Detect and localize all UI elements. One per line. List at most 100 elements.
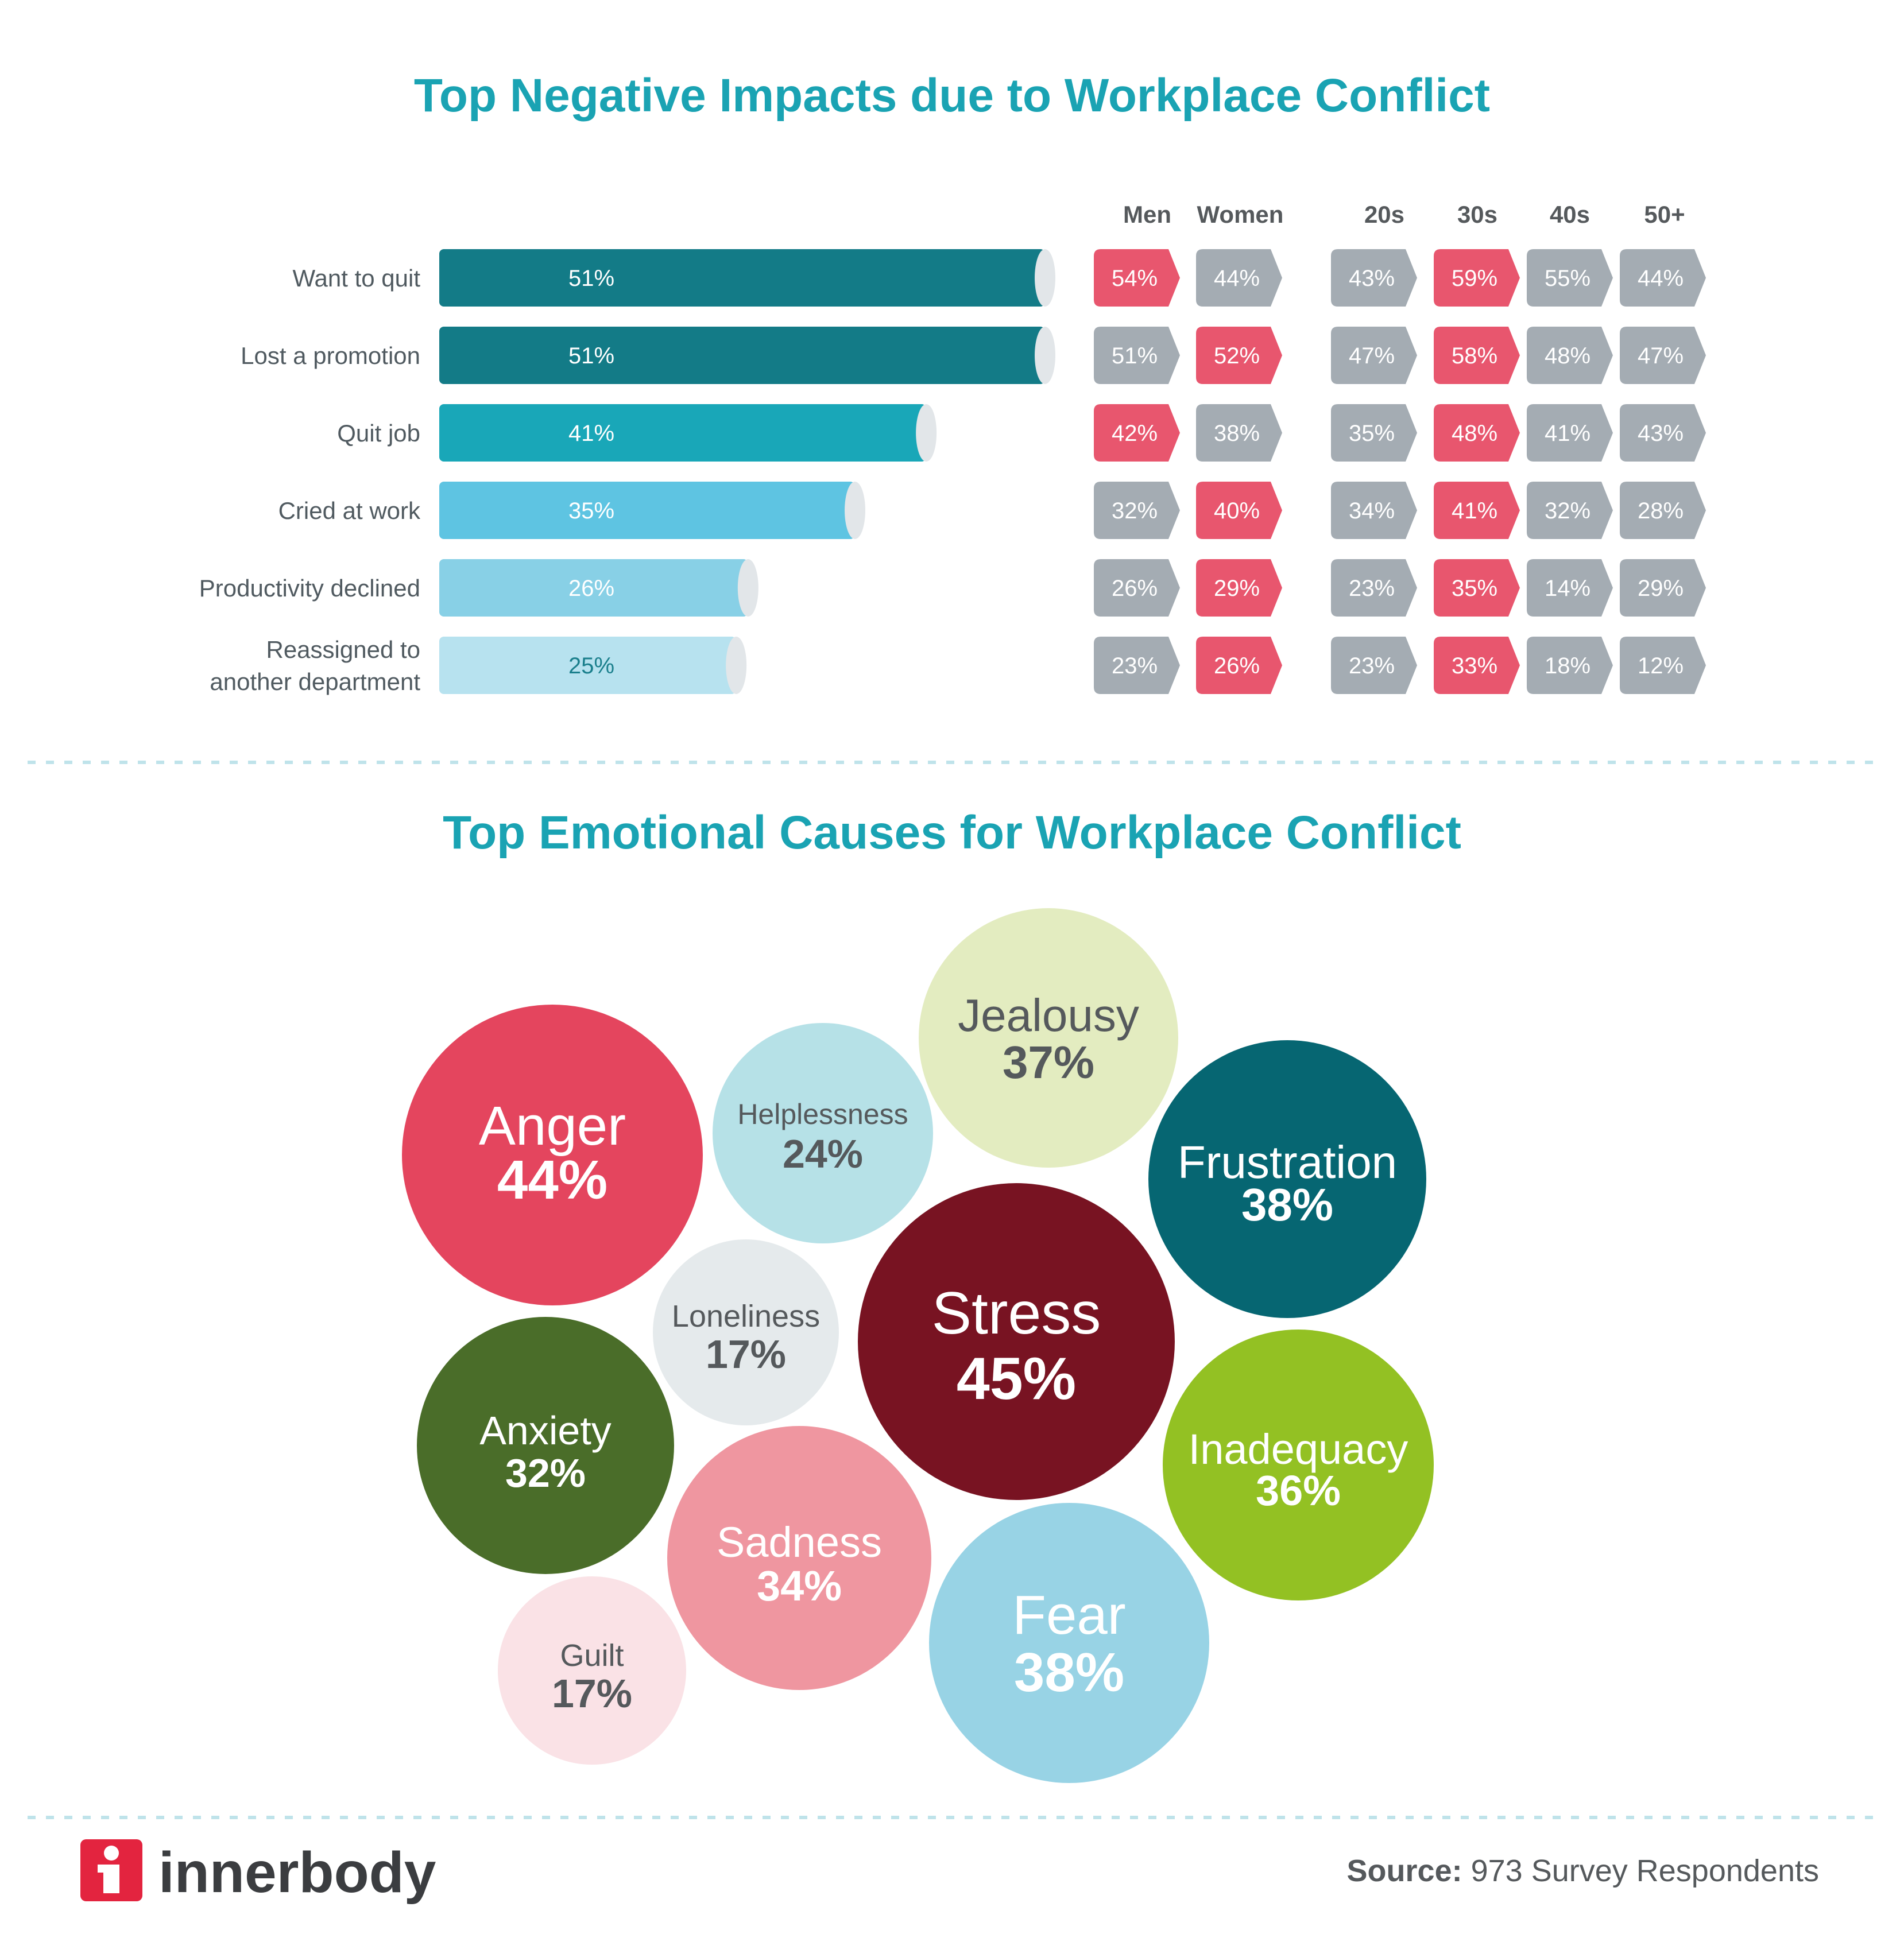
chip-shape bbox=[1094, 404, 1180, 462]
chip-value: 18% bbox=[1545, 653, 1590, 679]
breakdown-chip: 29% bbox=[1620, 559, 1706, 617]
breakdown-chip: 26% bbox=[1196, 637, 1282, 694]
chip-shape bbox=[1331, 482, 1417, 539]
breakdown-chip: 40% bbox=[1196, 482, 1282, 539]
chip-value: 32% bbox=[1112, 498, 1158, 524]
breakdown-chip: 26% bbox=[1094, 559, 1180, 617]
bar-category-label: Cried at work bbox=[278, 497, 421, 524]
bar-row: Cried at work 35% bbox=[278, 482, 866, 539]
breakdown-chip: 52% bbox=[1196, 327, 1282, 384]
chip-value: 51% bbox=[1112, 343, 1158, 369]
breakdown-headers: Men Women 20s 30s 40s 50+ bbox=[1123, 201, 1685, 228]
chip-value: 59% bbox=[1452, 266, 1497, 291]
breakdown-column-header: Women bbox=[1197, 201, 1284, 228]
chip-value: 47% bbox=[1349, 343, 1395, 369]
bubble-label: Loneliness bbox=[672, 1299, 820, 1334]
chip-shape bbox=[1527, 637, 1613, 694]
chip-value: 14% bbox=[1545, 576, 1590, 601]
bubble-label: Helplessness bbox=[737, 1098, 908, 1130]
causes-title: Top Emotional Causes for Workplace Confl… bbox=[443, 807, 1461, 859]
breakdown-column-header: 50+ bbox=[1644, 201, 1685, 228]
chip-value: 58% bbox=[1452, 343, 1497, 369]
breakdown-chip: 43% bbox=[1620, 404, 1706, 462]
bar-category-label: Reassigned to another department bbox=[210, 636, 420, 695]
chip-value: 41% bbox=[1545, 421, 1590, 446]
bubble-label: Anger bbox=[479, 1095, 626, 1157]
breakdown-chip: 42% bbox=[1094, 404, 1180, 462]
chip-shape bbox=[1196, 637, 1282, 694]
breakdown-chip: 47% bbox=[1331, 327, 1417, 384]
bar-row: Want to quit 51% bbox=[292, 249, 1055, 307]
bubble-value: 44% bbox=[497, 1149, 607, 1211]
bar-value-label: 35% bbox=[568, 498, 614, 524]
breakdown-chip: 18% bbox=[1527, 637, 1613, 694]
breakdown-column-header: 30s bbox=[1457, 201, 1497, 228]
info-icon bbox=[80, 1839, 142, 1901]
chip-shape bbox=[1331, 327, 1417, 384]
breakdown-chip: 48% bbox=[1434, 404, 1520, 462]
bubble-label: Guilt bbox=[560, 1638, 624, 1673]
breakdown-chip: 41% bbox=[1527, 404, 1613, 462]
breakdown-chip: 23% bbox=[1331, 637, 1417, 694]
breakdown-chip: 43% bbox=[1331, 249, 1417, 307]
chip-shape bbox=[1331, 404, 1417, 462]
bubble-value: 45% bbox=[957, 1346, 1076, 1412]
breakdown-chip: 58% bbox=[1434, 327, 1520, 384]
chip-shape bbox=[1094, 482, 1180, 539]
bubble-value: 17% bbox=[552, 1671, 632, 1716]
chip-value: 26% bbox=[1112, 576, 1158, 601]
bubble-label: Fear bbox=[1012, 1584, 1125, 1646]
breakdown-chip: 54% bbox=[1094, 249, 1180, 307]
chip-shape bbox=[1527, 249, 1613, 307]
chip-value: 12% bbox=[1638, 653, 1684, 679]
bar-value-label: 25% bbox=[568, 653, 614, 679]
bar-value-label: 51% bbox=[568, 266, 614, 291]
chip-shape bbox=[1620, 559, 1706, 617]
breakdown-column-header: 20s bbox=[1364, 201, 1404, 228]
breakdown-chip: 44% bbox=[1620, 249, 1706, 307]
chip-shape bbox=[1434, 404, 1520, 462]
bubble-value: 38% bbox=[1241, 1179, 1333, 1230]
chip-value: 42% bbox=[1112, 421, 1158, 446]
chip-shape bbox=[1620, 327, 1706, 384]
breakdown-chip: 55% bbox=[1527, 249, 1613, 307]
bar-row: Quit job 41% bbox=[337, 404, 937, 462]
bar-end-cap bbox=[726, 637, 747, 694]
bubble-value: 32% bbox=[505, 1451, 586, 1495]
bubble-label: Inadequacy bbox=[1189, 1425, 1408, 1473]
bubble-label: Jealousy bbox=[958, 990, 1139, 1041]
chip-shape bbox=[1094, 327, 1180, 384]
bar bbox=[439, 637, 737, 694]
breakdown-chip: 48% bbox=[1527, 327, 1613, 384]
innerbody-logo[interactable]: innerbody bbox=[80, 1839, 436, 1905]
breakdown-chip: 32% bbox=[1094, 482, 1180, 539]
breakdown-chip: 38% bbox=[1196, 404, 1282, 462]
breakdown-chip: 35% bbox=[1331, 404, 1417, 462]
chip-shape bbox=[1527, 559, 1613, 617]
chip-shape bbox=[1196, 559, 1282, 617]
bubble-label: Stress bbox=[932, 1280, 1101, 1347]
bubble-circle bbox=[667, 1426, 931, 1690]
bar-end-cap bbox=[737, 559, 758, 617]
chip-value: 54% bbox=[1112, 266, 1158, 291]
breakdown-chip: 35% bbox=[1434, 559, 1520, 617]
source-text: 973 Survey Respondents bbox=[1462, 1854, 1819, 1888]
bubble-value: 38% bbox=[1014, 1642, 1124, 1703]
chip-shape bbox=[1196, 482, 1282, 539]
chip-value: 52% bbox=[1214, 343, 1260, 369]
breakdown-chip: 28% bbox=[1620, 482, 1706, 539]
breakdown-chip: 12% bbox=[1620, 637, 1706, 694]
bubble-circle bbox=[498, 1576, 686, 1765]
bubble-label: Anxiety bbox=[479, 1408, 612, 1453]
bar-category-label: Productivity declined bbox=[199, 575, 420, 602]
bar-category-label: Quit job bbox=[337, 420, 420, 447]
chip-value: 47% bbox=[1638, 343, 1684, 369]
